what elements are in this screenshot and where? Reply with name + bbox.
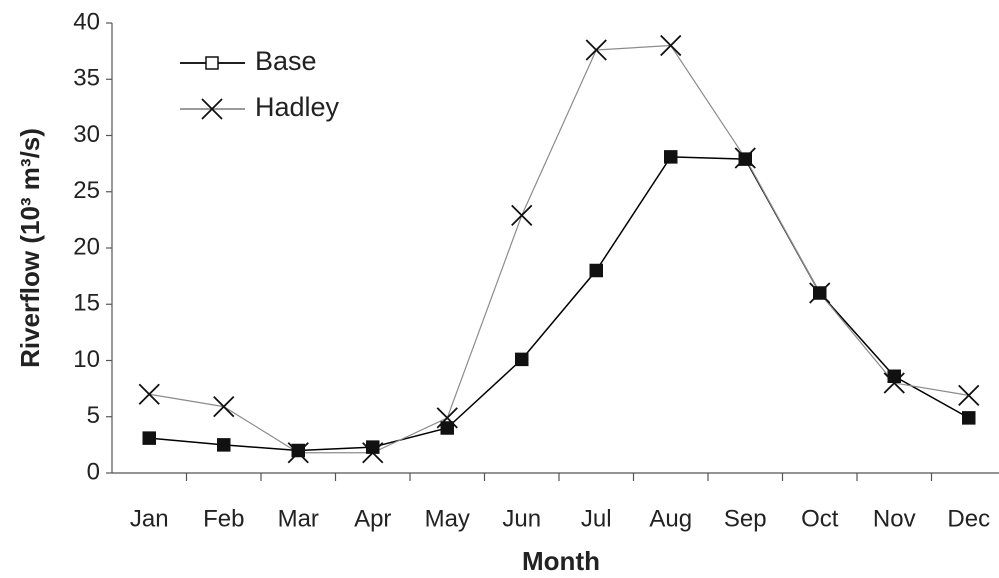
x-tick-label: May bbox=[425, 505, 470, 532]
series-line bbox=[149, 156, 970, 452]
x-tick-label: Mar bbox=[278, 505, 319, 532]
marker bbox=[142, 431, 156, 445]
y-tick-label: 15 bbox=[73, 290, 100, 317]
x-tick-label: Oct bbox=[801, 505, 839, 532]
marker bbox=[362, 442, 384, 464]
y-tick-label: 5 bbox=[87, 402, 100, 429]
x-tick-label: Jul bbox=[581, 505, 612, 532]
marker bbox=[291, 443, 305, 458]
marker bbox=[213, 395, 235, 418]
x-tick-label: Nov bbox=[873, 505, 916, 532]
marker bbox=[287, 442, 309, 464]
y-tick-label: 20 bbox=[73, 233, 100, 260]
y-tick-label: 0 bbox=[87, 458, 100, 485]
y-tick-label: 40 bbox=[73, 8, 100, 35]
y-tick-label: 35 bbox=[73, 65, 100, 92]
y-tick-label: 10 bbox=[73, 346, 100, 373]
series-line bbox=[149, 44, 969, 454]
x-tick-label: Jun bbox=[502, 505, 541, 532]
legend-label: Base bbox=[255, 46, 317, 76]
marker bbox=[436, 407, 458, 429]
marker bbox=[585, 39, 607, 61]
y-tick-label: 25 bbox=[73, 177, 100, 204]
y-axis-label: Riverflow (10³ m³/s) bbox=[15, 128, 45, 368]
marker bbox=[138, 383, 160, 405]
marker bbox=[511, 204, 533, 227]
x-tick-label: Aug bbox=[649, 505, 692, 532]
x-axis-label: Month bbox=[522, 546, 600, 576]
legend-marker bbox=[205, 56, 219, 70]
x-tick-label: Sep bbox=[724, 505, 767, 532]
marker bbox=[958, 384, 980, 407]
marker bbox=[589, 263, 603, 278]
marker bbox=[515, 352, 529, 367]
marker bbox=[734, 147, 756, 169]
marker bbox=[664, 150, 678, 164]
marker bbox=[660, 34, 682, 57]
x-tick-label: Feb bbox=[203, 505, 244, 532]
y-tick-label: 30 bbox=[73, 121, 100, 148]
x-tick-label: Jan bbox=[130, 505, 169, 532]
marker bbox=[217, 438, 231, 452]
legend-marker bbox=[201, 98, 223, 120]
marker bbox=[887, 369, 901, 383]
marker bbox=[883, 372, 905, 394]
x-tick-label: Dec bbox=[947, 505, 990, 532]
legend-label: Hadley bbox=[255, 92, 340, 122]
marker bbox=[962, 411, 976, 425]
marker bbox=[366, 440, 380, 454]
x-tick-label: Apr bbox=[354, 505, 391, 532]
marker bbox=[440, 421, 454, 435]
marker bbox=[809, 282, 831, 304]
